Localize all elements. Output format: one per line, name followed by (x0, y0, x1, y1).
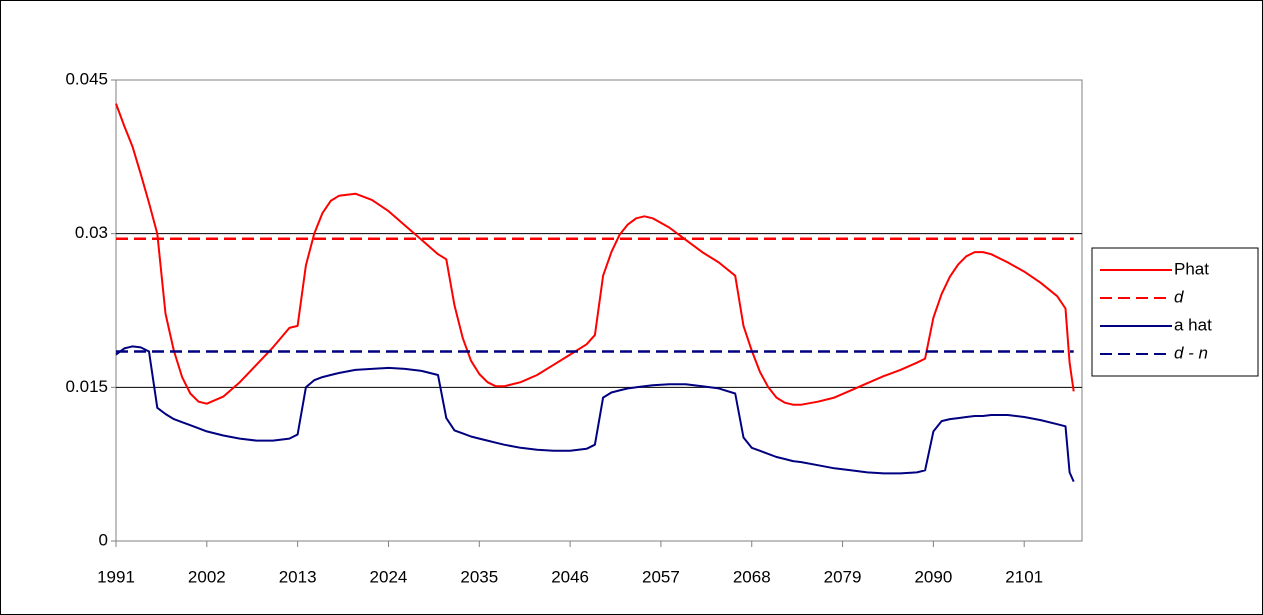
x-tick-label: 2013 (279, 567, 317, 586)
legend-label: Phat (1174, 259, 1209, 278)
legend-label: a hat (1174, 315, 1212, 334)
x-tick-label: 2035 (460, 567, 498, 586)
x-tick-label: 2046 (551, 567, 589, 586)
legend-label: d (1174, 287, 1184, 306)
x-tick-label: 2068 (733, 567, 771, 586)
y-tick-label: 0.045 (65, 69, 108, 88)
x-tick-label: 2079 (824, 567, 862, 586)
x-tick-label: 1991 (97, 567, 135, 586)
series-line (115, 345, 1075, 483)
legend-label: d - n (1174, 343, 1208, 362)
y-tick-label: 0 (99, 530, 108, 549)
y-tick-label: 0.015 (65, 377, 108, 396)
y-tick-label: 0.03 (75, 223, 108, 242)
x-tick-label: 2002 (188, 567, 226, 586)
x-tick-label: 2057 (642, 567, 680, 586)
x-tick-label: 2090 (914, 567, 952, 586)
x-tick-label: 2101 (1005, 567, 1043, 586)
series-line (115, 103, 1075, 406)
x-tick-label: 2024 (370, 567, 408, 586)
